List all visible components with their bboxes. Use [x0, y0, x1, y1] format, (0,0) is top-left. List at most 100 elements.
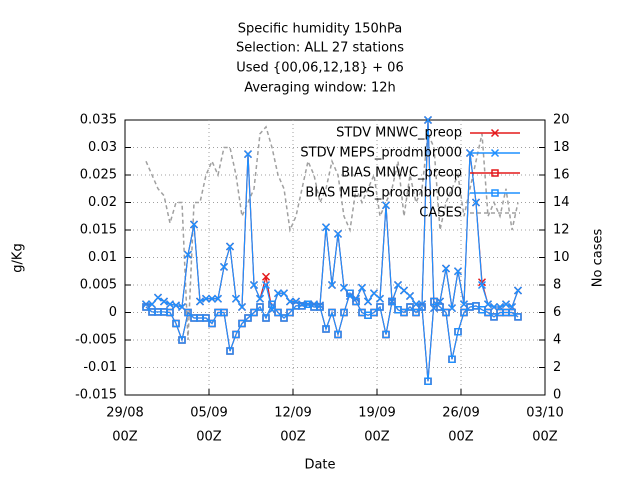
y-tick-label: 0.02	[88, 195, 117, 210]
y-tick-label: 0.01	[88, 250, 117, 265]
y2-tick-label: 20	[553, 113, 570, 128]
x-tick-label: 00Z	[196, 430, 222, 445]
point-marker	[327, 280, 337, 290]
point-marker	[412, 308, 420, 317]
point-marker	[333, 229, 343, 238]
point-marker	[273, 289, 283, 298]
point-marker	[171, 301, 181, 310]
series-line	[145, 125, 519, 341]
point-marker	[225, 242, 235, 251]
point-marker	[183, 250, 193, 259]
y-tick-label: 0.015	[80, 223, 117, 238]
legend-marker	[490, 128, 500, 138]
y2-tick-label: 0	[553, 388, 561, 403]
series-line	[145, 291, 519, 382]
x-tick-label: 29/08	[106, 406, 143, 421]
legend-label: STDV MEPS_prodmbr000	[300, 146, 462, 161]
point-marker	[454, 328, 462, 336]
y2-tick-label: 2	[553, 360, 561, 375]
legend-marker	[491, 169, 499, 177]
point-marker	[453, 267, 463, 276]
point-marker	[189, 220, 199, 229]
y2-tick-label: 10	[553, 250, 570, 265]
point-marker	[226, 347, 234, 355]
point-marker	[238, 319, 246, 328]
y-axis-label: g/Kg	[11, 243, 26, 272]
point-marker	[490, 313, 498, 321]
point-marker	[159, 297, 169, 306]
point-marker	[352, 297, 360, 306]
point-marker	[477, 280, 487, 290]
point-marker	[346, 289, 354, 297]
point-marker	[405, 291, 415, 301]
y-tick-label: -0.015	[75, 388, 117, 403]
point-marker	[166, 308, 174, 317]
point-marker	[207, 294, 217, 303]
x-tick-label: 12/09	[274, 406, 311, 421]
legend-marker	[490, 148, 500, 158]
point-marker	[142, 303, 150, 311]
point-marker	[381, 201, 391, 210]
x-tick-label: 00Z	[364, 430, 390, 445]
point-marker	[201, 294, 211, 303]
y2-tick-label: 4	[553, 333, 561, 348]
x-tick-label: 19/09	[358, 406, 395, 421]
chart-subtitle: Selection: ALL 27 stations	[236, 41, 404, 56]
y2-tick-label: 16	[553, 168, 570, 183]
point-marker	[286, 308, 294, 317]
point-marker	[363, 297, 373, 306]
y2-tick-label: 14	[553, 195, 570, 210]
point-marker	[172, 319, 180, 328]
point-marker	[514, 313, 522, 321]
point-marker	[322, 325, 330, 333]
point-marker	[249, 280, 259, 290]
x-tick-label: 00Z	[448, 430, 474, 445]
chart-title: Specific humidity 150hPa	[238, 22, 403, 37]
point-marker	[406, 303, 414, 311]
y-tick-label: -0.01	[83, 360, 117, 375]
y-tick-label: -0.005	[75, 333, 117, 348]
y2-tick-label: 6	[553, 305, 561, 320]
point-marker	[418, 303, 426, 311]
point-marker	[376, 303, 384, 311]
legend-label: BIAS MNWC_preop	[341, 166, 462, 181]
x-tick-label: 00Z	[532, 430, 558, 445]
point-marker	[388, 297, 396, 306]
y2-axis-label: No cases	[591, 229, 606, 288]
point-marker	[261, 280, 271, 290]
point-marker	[237, 302, 247, 312]
point-marker	[382, 330, 390, 339]
point-marker	[436, 303, 444, 311]
point-marker	[202, 314, 210, 322]
point-marker	[316, 303, 324, 311]
point-marker	[178, 336, 186, 344]
x-tick-label: 03/10	[526, 406, 563, 421]
point-marker	[255, 294, 265, 303]
point-marker	[513, 286, 523, 295]
point-marker	[153, 293, 163, 302]
y-tick-label: 0.025	[80, 168, 117, 183]
point-marker	[213, 294, 223, 303]
chart-subtitle: Used {00,06,12,18} + 06	[236, 61, 403, 76]
y2-tick-label: 8	[553, 278, 561, 293]
point-marker	[243, 150, 253, 159]
legend-label: BIAS MEPS_prodmbr000	[305, 186, 462, 201]
point-marker	[501, 300, 511, 309]
point-marker	[424, 377, 432, 385]
y-tick-label: 0	[109, 305, 117, 320]
point-marker	[256, 303, 264, 311]
point-marker	[220, 308, 228, 317]
legend-label: CASES	[419, 206, 462, 221]
point-marker	[165, 300, 175, 309]
point-marker	[400, 308, 408, 317]
y2-tick-label: 18	[553, 140, 570, 155]
point-marker	[430, 297, 438, 306]
point-marker	[250, 308, 258, 317]
point-marker	[231, 294, 241, 303]
point-marker	[357, 283, 367, 292]
point-marker	[471, 198, 481, 207]
point-marker	[448, 355, 456, 363]
point-marker	[328, 308, 336, 317]
point-marker	[441, 264, 451, 273]
